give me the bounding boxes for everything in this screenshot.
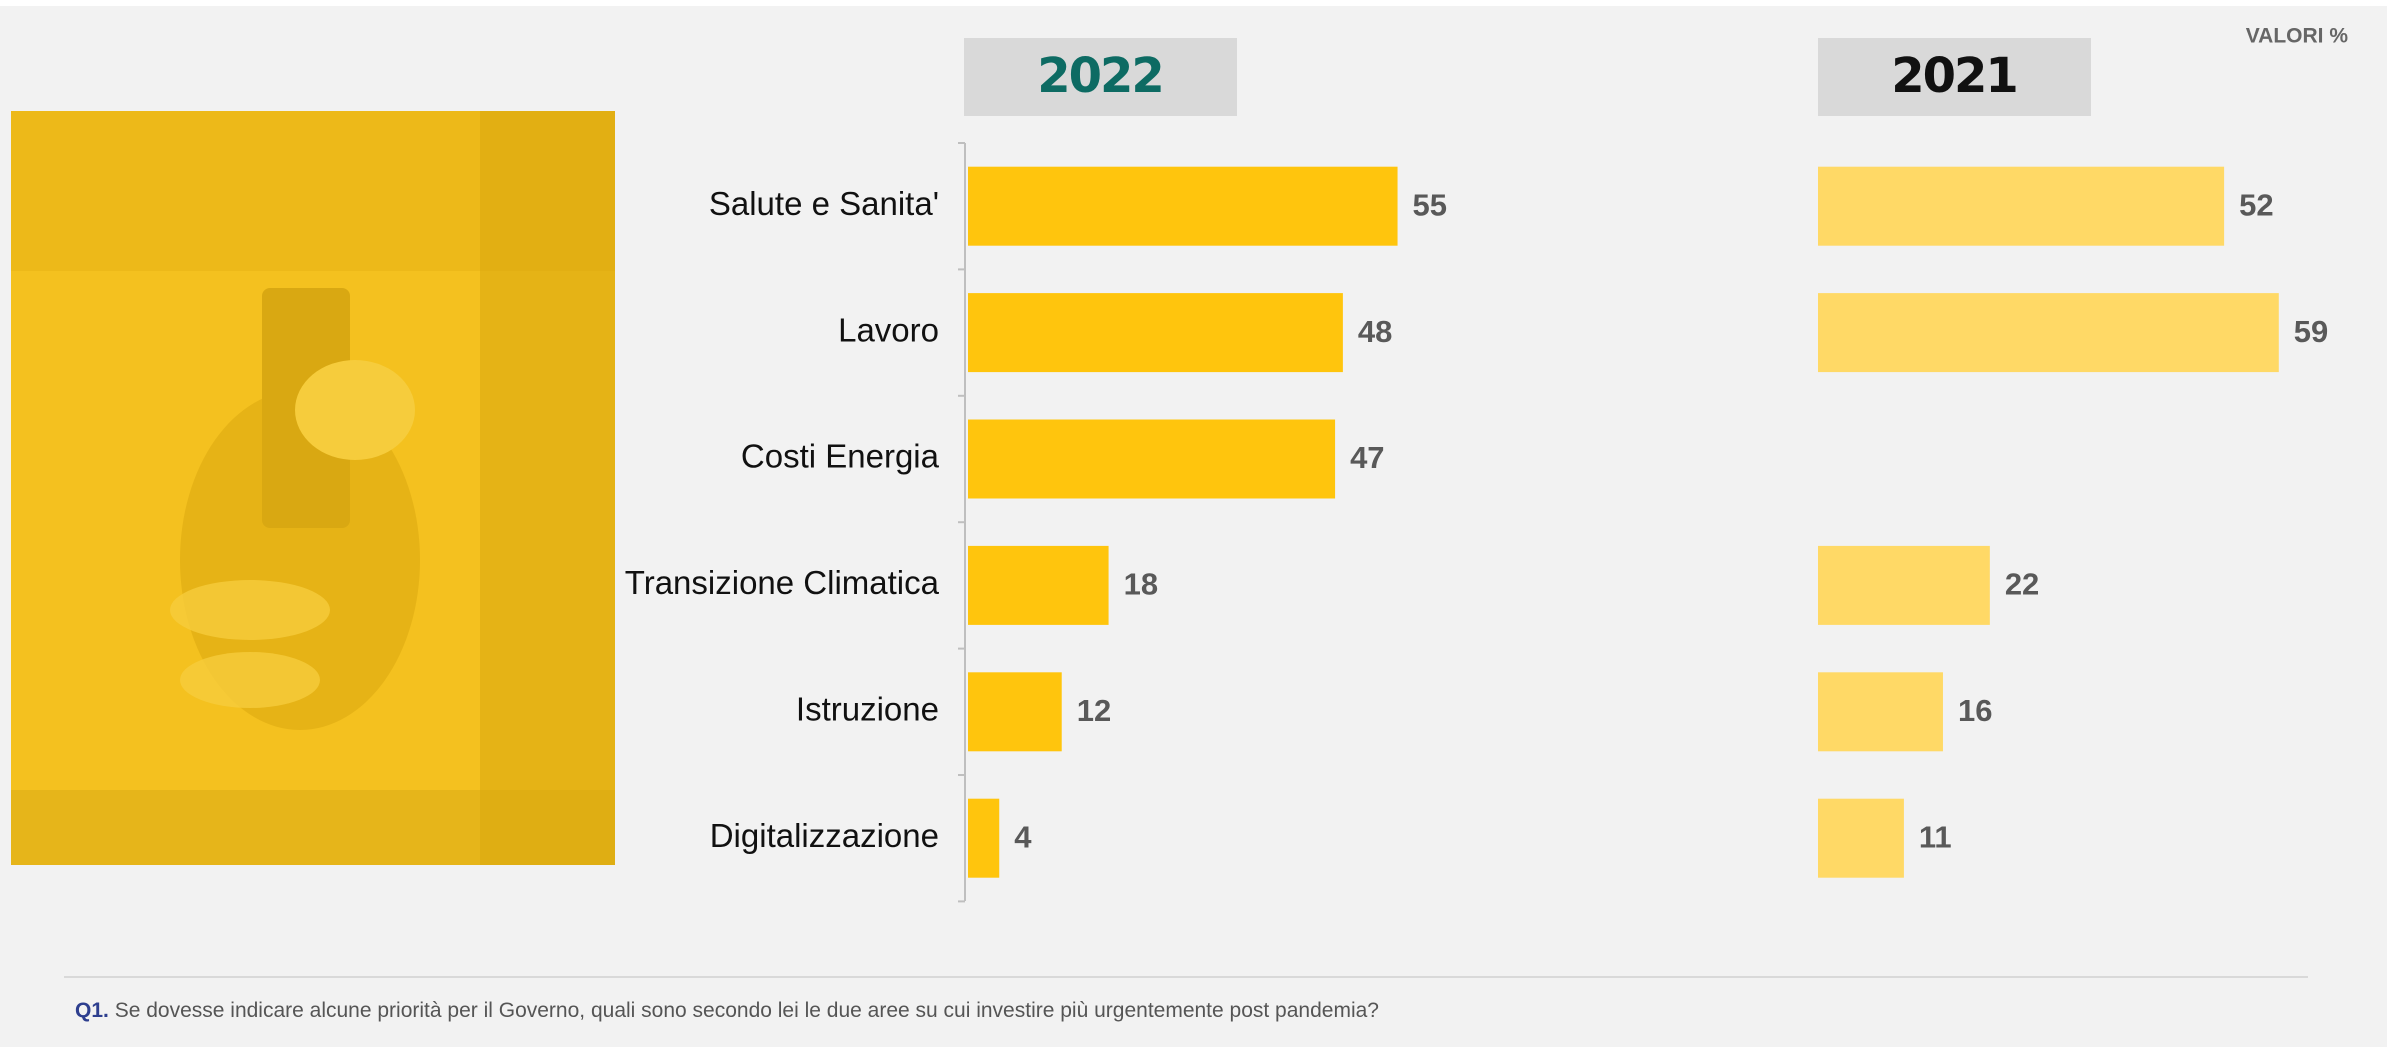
value-label: 18 xyxy=(1124,567,1158,602)
chart-title: 2022 xyxy=(1037,48,1163,104)
value-label: 11 xyxy=(1919,819,1952,854)
footnote-label: Q1. xyxy=(75,999,109,1022)
bar xyxy=(968,546,1109,625)
bar xyxy=(1818,546,1990,625)
bar xyxy=(968,420,1335,499)
category-label: Lavoro xyxy=(838,311,939,348)
bar xyxy=(1818,799,1904,878)
value-label: 22 xyxy=(2005,567,2039,602)
value-label: 52 xyxy=(2239,187,2273,222)
category-label: Salute e Sanita' xyxy=(709,185,939,222)
bar xyxy=(968,672,1062,751)
bar xyxy=(1818,293,2279,372)
category-label: Digitalizzazione xyxy=(710,817,939,854)
value-label: 55 xyxy=(1413,187,1447,222)
value-label: 48 xyxy=(1358,314,1392,349)
slide: VALORI % Q1. Se dovesse indicare alcune … xyxy=(0,0,2387,1047)
bar xyxy=(1818,167,2224,246)
value-label: 4 xyxy=(1014,819,1032,854)
bar xyxy=(1818,672,1943,751)
chart-title: 2021 xyxy=(1891,48,2017,104)
bar xyxy=(968,167,1398,246)
bar xyxy=(968,293,1343,372)
footnote: Q1. Se dovesse indicare alcune priorità … xyxy=(75,999,1379,1022)
category-label: Costi Energia xyxy=(741,438,940,475)
units-label: VALORI % xyxy=(2246,25,2349,48)
category-label: Istruzione xyxy=(796,691,939,728)
value-label: 47 xyxy=(1350,440,1384,475)
category-label: Transizione Climatica xyxy=(625,564,940,601)
bar xyxy=(968,799,999,878)
value-label: 59 xyxy=(2294,314,2328,349)
photo xyxy=(11,111,615,865)
footnote-text: Se dovesse indicare alcune priorità per … xyxy=(115,999,1379,1022)
value-label: 16 xyxy=(1958,693,1992,728)
value-label: 12 xyxy=(1077,693,1111,728)
